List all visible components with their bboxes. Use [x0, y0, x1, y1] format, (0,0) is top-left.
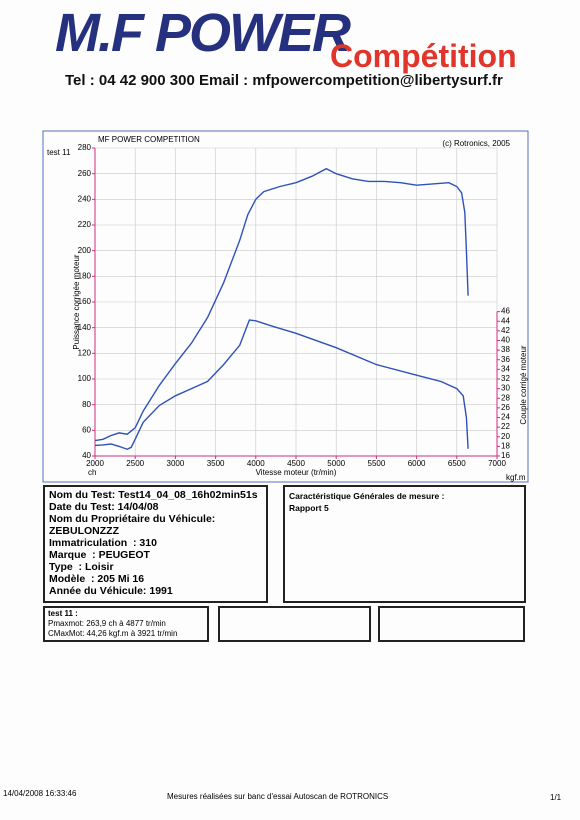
x-tick-label: 5000 [327, 459, 345, 468]
y-tick-label: 60 [82, 425, 91, 434]
measure-box: Caractéristique Générales de mesure : Ra… [283, 485, 526, 603]
y2-tick-label: 36 [501, 355, 510, 364]
y-tick-label: 200 [78, 246, 92, 255]
y2-tick-label: 18 [501, 441, 510, 450]
line [94, 167, 469, 442]
chart-title: MF POWER COMPETITION [98, 135, 200, 144]
line [94, 319, 469, 451]
x-tick-label: 7000 [488, 459, 506, 468]
y2-tick-label: 46 [501, 307, 510, 316]
info-line: Type : Loisir [49, 561, 114, 573]
y-tick-label: 40 [82, 451, 91, 460]
info-line: Modèle : 205 Mi 16 [49, 573, 145, 585]
empty-box [218, 606, 371, 642]
contact: Tel : 04 42 900 300 Email : mfpowercompe… [65, 72, 503, 89]
info-line: Nom du Propriétaire du Véhicule: [49, 513, 216, 525]
test-info: Nom du Test: Test14_04_08_16h02min51s Dat… [43, 485, 268, 603]
y2-tick-label: 24 [501, 413, 510, 422]
chart-frame [42, 130, 529, 483]
y-tick-label: 100 [78, 374, 92, 383]
y2-tick-label: 26 [501, 403, 510, 412]
y2-tick-label: 32 [501, 374, 510, 383]
y-tick-label: 80 [82, 400, 91, 409]
info-line: Marque : PEUGEOT [49, 549, 150, 561]
y-tick-label: 240 [78, 194, 92, 203]
y2-tick-label: 44 [501, 316, 510, 325]
result-line: CMaxMot: 44,26 kgf.m à 3921 tr/min [48, 629, 178, 638]
x-tick-label: 4500 [287, 459, 305, 468]
footer-note: Mesures réalisées sur banc d'essai Autos… [167, 792, 389, 801]
info-line: ZEBULONZZZ [49, 525, 119, 537]
y2-label: Couple corrigé moteur [519, 345, 528, 424]
y2-tick-label: 16 [501, 451, 510, 460]
logo-sub: Compétition [330, 38, 517, 74]
x-tick-label: 3500 [207, 459, 225, 468]
y2-tick-label: 20 [501, 432, 510, 441]
y2-tick-label: 30 [501, 384, 510, 393]
result-line: Pmaxmot: 263,9 ch à 4877 tr/min [48, 619, 166, 628]
x-tick-label: 2500 [126, 459, 144, 468]
y2-tick-label: 34 [501, 364, 510, 373]
x-tick-label: 6000 [408, 459, 426, 468]
logo-main: M.F POWER [55, 3, 351, 63]
y-tick-label: 160 [78, 297, 92, 306]
y-tick-label: 120 [78, 348, 92, 357]
y-tick-label: 260 [78, 169, 92, 178]
footer-page: 1/1 [550, 793, 562, 802]
empty-box [378, 606, 525, 642]
test-label: test 11 [47, 148, 71, 157]
y-tick-label: 140 [78, 323, 92, 332]
credit: (c) Rotronics, 2005 [442, 139, 510, 148]
x-tick-label: 3000 [167, 459, 185, 468]
footer-date: 14/04/2008 16:33:46 [3, 789, 77, 798]
x-tick-label: 2000 [86, 459, 104, 468]
info-line: Nom du Test: Test14_04_08_16h02min51s [49, 489, 258, 501]
y2-unit: kgf.m [506, 473, 526, 482]
info-line: Immatriculation : 310 [49, 537, 157, 549]
info-line: Date du Test: 14/04/08 [49, 501, 159, 513]
y2-tick-label: 38 [501, 345, 510, 354]
results-box: test 11 : Pmaxmot: 263,9 ch à 4877 tr/min… [43, 606, 209, 642]
y2-tick-label: 22 [501, 422, 510, 431]
y2-tick-label: 40 [501, 336, 510, 345]
y2-tick-label: 42 [501, 326, 510, 335]
info-line: Année du Véhicule: 1991 [49, 585, 173, 597]
x-label: Vitesse moteur (tr/min) [256, 468, 337, 477]
y-tick-label: 280 [78, 143, 92, 152]
y2-tick-label: 28 [501, 393, 510, 402]
y-tick-label: 180 [78, 271, 92, 280]
x-tick-label: 6500 [448, 459, 466, 468]
chart: MF POWER COMPETITION (c) Rotronics, 2005… [42, 130, 529, 483]
y-unit: ch [88, 468, 96, 477]
results-title: test 11 : [48, 609, 78, 618]
measure-title: Caractéristique Générales de mesure : [289, 491, 445, 501]
y-label: Puissance corrigée moteur [72, 254, 81, 349]
x-tick-label: 4000 [247, 459, 265, 468]
y-tick-label: 220 [78, 220, 92, 229]
x-tick-label: 5500 [368, 459, 386, 468]
measure-value: Rapport 5 [289, 503, 329, 513]
